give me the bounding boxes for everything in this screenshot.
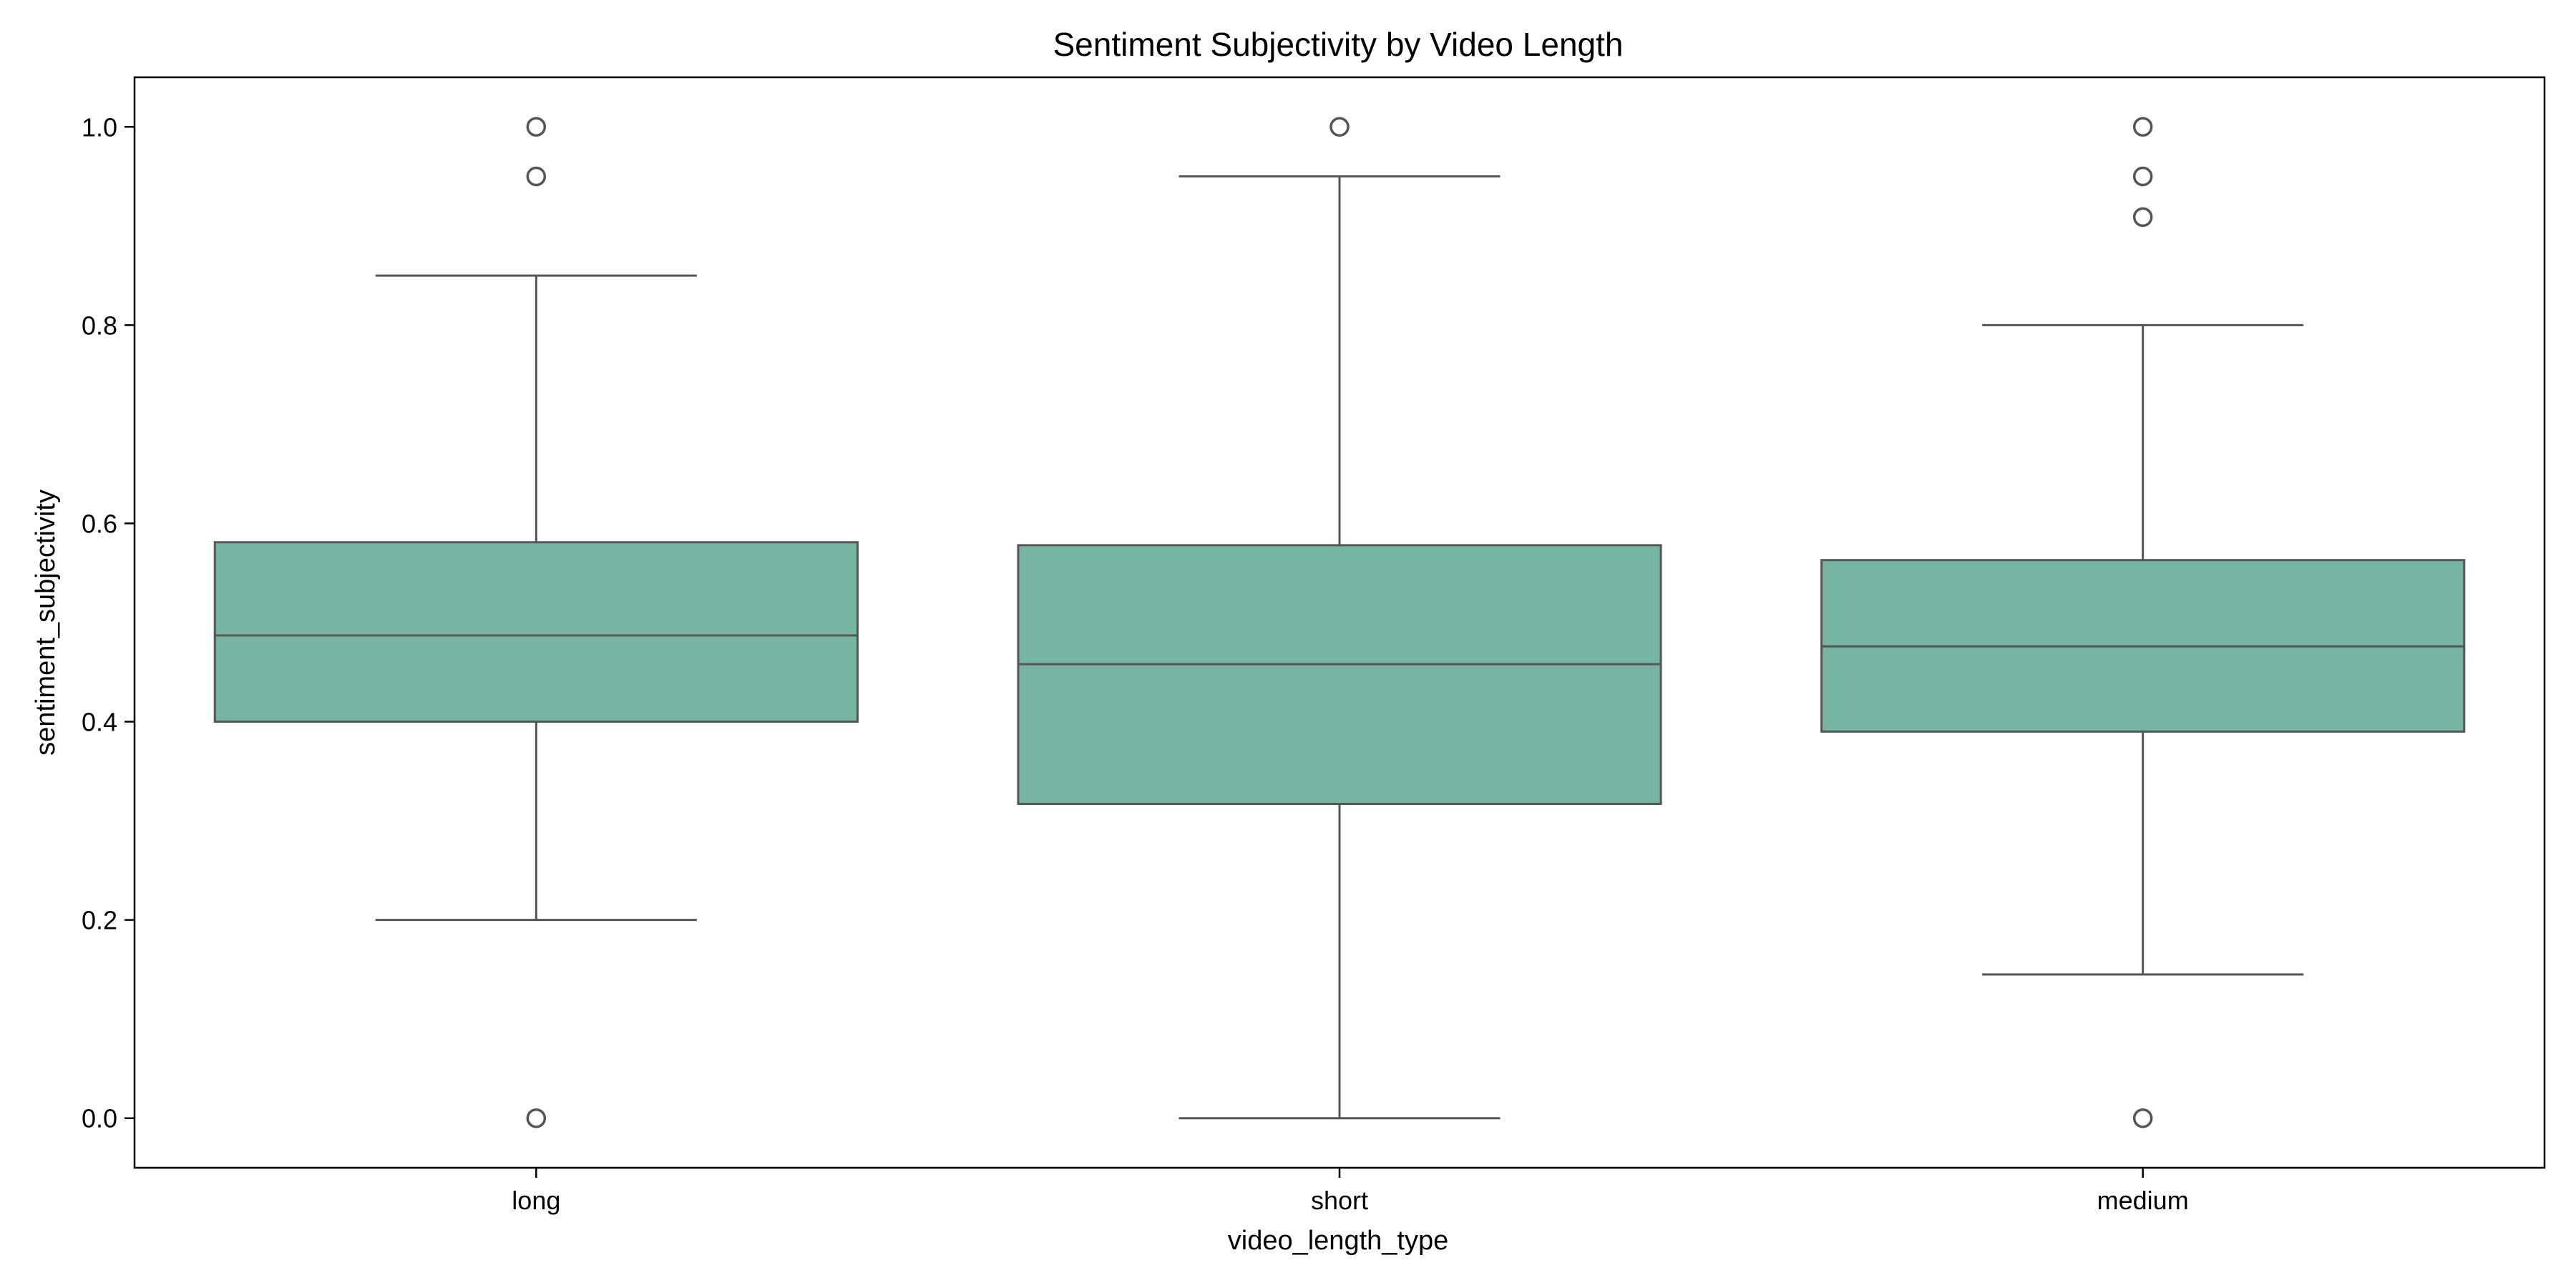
x-axis-label: video_length_type — [1228, 1226, 1448, 1256]
y-tick-label: 0.0 — [82, 1104, 117, 1133]
box-group-medium — [1820, 117, 2466, 1128]
x-axis: long short medium — [512, 1168, 2189, 1215]
x-tick-label-long: long — [512, 1186, 560, 1215]
y-tick-label: 0.4 — [82, 708, 117, 737]
y-axis: 0.0 0.2 0.4 0.6 0.8 1.0 — [82, 112, 135, 1133]
box-group-long — [213, 117, 859, 1128]
chart-title: Sentiment Subjectivity by Video Length — [1053, 26, 1624, 63]
x-tick-label-short: short — [1311, 1186, 1368, 1215]
box-series — [213, 117, 2466, 1128]
box-group-short — [1017, 117, 1662, 1120]
iqr-box — [1017, 544, 1662, 806]
y-tick-label: 0.6 — [82, 509, 117, 538]
outlier-point — [1330, 117, 1350, 137]
outlier-point — [2132, 117, 2153, 137]
outlier-point — [526, 166, 547, 187]
outlier-point — [2132, 166, 2153, 187]
y-tick-label: 0.8 — [82, 311, 117, 340]
outlier-point — [526, 117, 547, 137]
outlier-point — [526, 1108, 547, 1128]
x-tick-label-medium: medium — [2097, 1186, 2189, 1215]
y-tick-label: 0.2 — [82, 906, 117, 935]
outlier-point — [2132, 1108, 2153, 1128]
y-axis-label: sentiment_subjectivity — [31, 489, 61, 756]
outlier-point — [2132, 207, 2153, 228]
y-tick-label: 1.0 — [82, 112, 117, 142]
iqr-box — [213, 541, 859, 723]
